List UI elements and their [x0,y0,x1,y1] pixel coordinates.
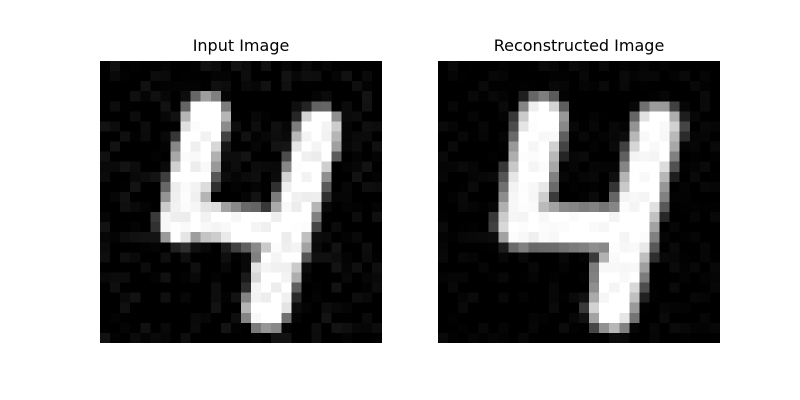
input-image-title: Input Image [192,36,290,55]
reconstructed-image-title: Reconstructed Image [493,36,665,55]
input-image [100,61,382,343]
reconstructed-image [438,61,720,343]
